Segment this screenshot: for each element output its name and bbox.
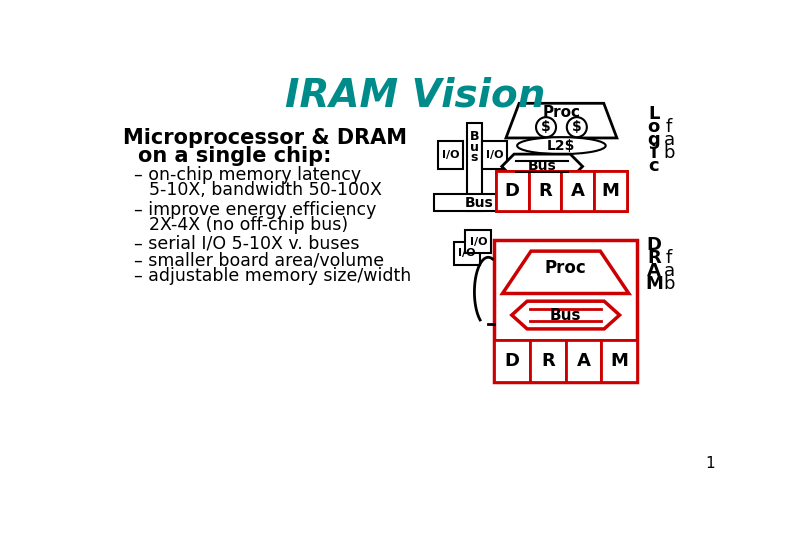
- Text: I/O: I/O: [486, 150, 503, 160]
- Text: I/O: I/O: [470, 237, 487, 247]
- Text: $: $: [541, 120, 551, 134]
- Bar: [454, 242, 480, 265]
- Polygon shape: [501, 154, 582, 179]
- Text: Proc: Proc: [545, 259, 586, 277]
- Bar: [465, 231, 492, 253]
- Text: Microprocessor & DRAM: Microprocessor & DRAM: [122, 128, 407, 148]
- Text: u: u: [470, 141, 479, 154]
- Ellipse shape: [517, 137, 606, 154]
- Text: B: B: [470, 130, 480, 143]
- Text: A: A: [577, 352, 590, 370]
- Text: M: M: [645, 275, 663, 293]
- Bar: [561, 171, 595, 211]
- Circle shape: [536, 117, 556, 137]
- Text: D: D: [505, 352, 520, 370]
- Text: I/O: I/O: [458, 248, 475, 259]
- Text: R: R: [541, 352, 555, 370]
- Text: R: R: [538, 182, 552, 200]
- Bar: [494, 340, 530, 382]
- Text: Bus: Bus: [550, 308, 582, 322]
- Text: a: a: [663, 131, 675, 149]
- Text: M: M: [602, 182, 620, 200]
- Bar: [467, 123, 482, 211]
- Bar: [434, 194, 523, 211]
- Text: A: A: [571, 182, 585, 200]
- Text: IRAM Vision: IRAM Vision: [285, 76, 545, 114]
- Text: Proc: Proc: [543, 105, 581, 120]
- Polygon shape: [502, 251, 629, 294]
- Text: 2X-4X (no off-chip bus): 2X-4X (no off-chip bus): [150, 215, 348, 234]
- Bar: [529, 171, 561, 211]
- Text: i: i: [650, 144, 657, 162]
- Bar: [601, 340, 637, 382]
- Text: b: b: [663, 144, 675, 162]
- Text: R: R: [647, 249, 661, 267]
- Text: on a single chip:: on a single chip:: [138, 146, 331, 166]
- Text: – adjustable memory size/width: – adjustable memory size/width: [134, 267, 411, 285]
- Text: D: D: [646, 236, 661, 254]
- Circle shape: [567, 117, 586, 137]
- Text: L: L: [648, 105, 659, 123]
- Text: a: a: [663, 262, 675, 280]
- Bar: [482, 141, 507, 168]
- Text: L2$: L2$: [548, 139, 576, 153]
- Text: f: f: [666, 249, 672, 267]
- Text: – improve energy efficiency: – improve energy efficiency: [134, 201, 377, 219]
- Text: Bus: Bus: [528, 159, 556, 173]
- Text: – on-chip memory latency: – on-chip memory latency: [134, 166, 361, 185]
- Polygon shape: [506, 103, 617, 138]
- Bar: [494, 240, 637, 382]
- Text: M: M: [610, 352, 628, 370]
- Text: D: D: [505, 182, 520, 200]
- Text: Bus: Bus: [464, 195, 493, 210]
- Bar: [565, 340, 601, 382]
- Bar: [438, 141, 463, 168]
- Bar: [496, 171, 627, 211]
- Text: 1: 1: [706, 456, 715, 471]
- Text: c: c: [649, 157, 659, 175]
- Bar: [496, 171, 529, 211]
- Text: f: f: [666, 118, 672, 136]
- Text: A: A: [647, 262, 661, 280]
- Text: I/O: I/O: [441, 150, 459, 160]
- Bar: [494, 340, 637, 382]
- Text: g: g: [647, 131, 660, 149]
- Text: – smaller board area/volume: – smaller board area/volume: [134, 251, 384, 269]
- Bar: [595, 171, 627, 211]
- Text: o: o: [648, 118, 660, 136]
- Text: s: s: [471, 151, 478, 165]
- Polygon shape: [512, 301, 620, 329]
- Bar: [530, 340, 565, 382]
- Text: 5-10X, bandwidth 50-100X: 5-10X, bandwidth 50-100X: [150, 181, 382, 199]
- Text: b: b: [663, 275, 675, 293]
- Text: $: $: [572, 120, 582, 134]
- Text: – serial I/O 5-10X v. buses: – serial I/O 5-10X v. buses: [134, 235, 360, 253]
